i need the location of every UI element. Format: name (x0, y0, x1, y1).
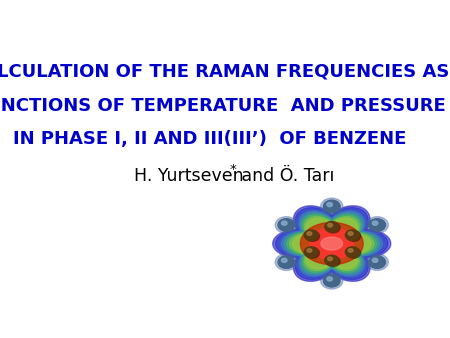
Polygon shape (273, 206, 391, 281)
Circle shape (320, 272, 343, 289)
Circle shape (347, 231, 361, 241)
Circle shape (346, 230, 360, 240)
Circle shape (275, 217, 297, 233)
Polygon shape (281, 211, 382, 276)
Text: CALCULATION OF THE RAMAN FREQUENCIES AS: CALCULATION OF THE RAMAN FREQUENCIES AS (0, 63, 450, 81)
Circle shape (320, 198, 343, 215)
Polygon shape (301, 222, 363, 265)
Circle shape (281, 258, 287, 262)
Text: FUNCTIONS OF TEMPERATURE  AND PRESSURE: FUNCTIONS OF TEMPERATURE AND PRESSURE (0, 97, 446, 115)
Text: *: * (230, 163, 237, 176)
Circle shape (324, 274, 340, 287)
Circle shape (326, 222, 340, 233)
Polygon shape (310, 227, 353, 260)
Circle shape (369, 256, 386, 268)
Circle shape (327, 202, 333, 207)
Circle shape (347, 248, 361, 258)
Circle shape (278, 256, 295, 268)
Circle shape (369, 219, 386, 231)
Circle shape (304, 230, 318, 240)
Circle shape (326, 256, 340, 267)
Text: IN PHASE I, II AND III(III’)  OF BENZENE: IN PHASE I, II AND III(III’) OF BENZENE (13, 130, 406, 148)
Circle shape (275, 254, 297, 270)
Circle shape (306, 248, 320, 258)
Circle shape (372, 258, 378, 262)
Circle shape (372, 221, 378, 225)
Circle shape (348, 232, 353, 235)
Polygon shape (290, 217, 374, 270)
Circle shape (306, 231, 320, 241)
Polygon shape (292, 218, 371, 269)
Circle shape (324, 200, 340, 213)
Polygon shape (279, 209, 385, 278)
Circle shape (307, 249, 312, 252)
Polygon shape (287, 215, 377, 272)
Circle shape (366, 254, 388, 270)
Circle shape (366, 217, 388, 233)
Circle shape (325, 255, 339, 266)
Circle shape (325, 221, 339, 232)
Polygon shape (321, 237, 342, 250)
Circle shape (304, 247, 318, 257)
Circle shape (281, 221, 287, 225)
Circle shape (278, 219, 295, 231)
Polygon shape (284, 213, 379, 274)
Text: H. Yurtseven: H. Yurtseven (134, 167, 243, 185)
Circle shape (348, 249, 353, 252)
Text: and Ö. Tarı: and Ö. Tarı (236, 167, 334, 185)
Circle shape (328, 223, 333, 227)
Circle shape (328, 257, 333, 261)
Polygon shape (275, 208, 388, 280)
Circle shape (307, 232, 312, 235)
Circle shape (346, 247, 360, 257)
Circle shape (327, 277, 333, 281)
